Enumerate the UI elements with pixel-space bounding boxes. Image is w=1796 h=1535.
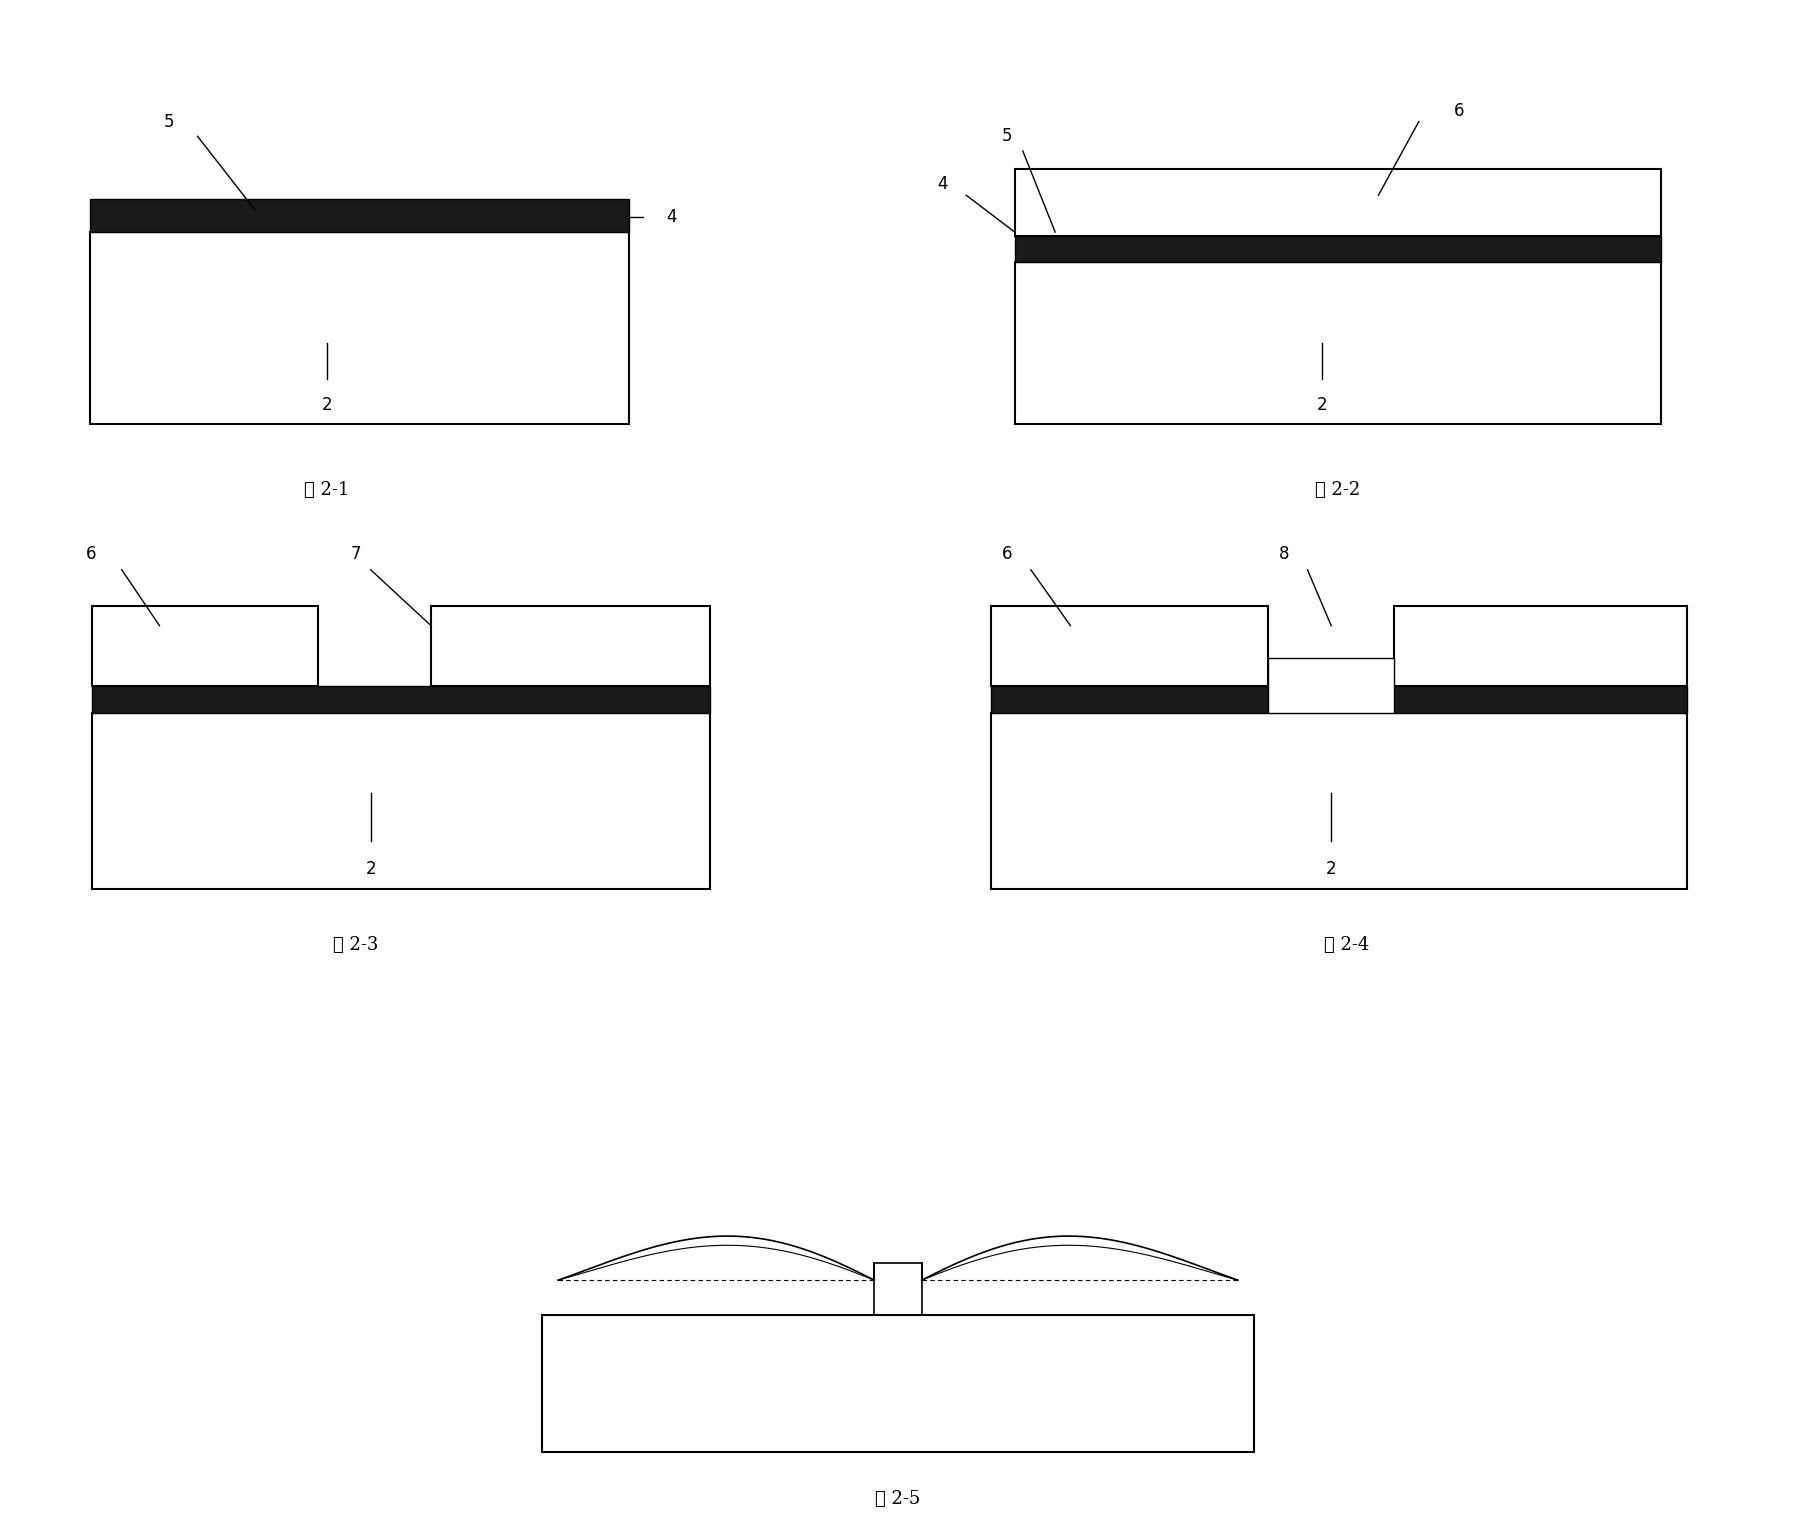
Bar	[991, 686, 1268, 714]
Text: 5: 5	[1002, 127, 1011, 146]
Text: 图 2-5: 图 2-5	[875, 1490, 921, 1509]
Text: 图 2-4: 图 2-4	[1324, 936, 1370, 953]
Bar	[991, 606, 1268, 686]
Text: 4: 4	[666, 209, 677, 226]
Text: 2: 2	[1316, 396, 1327, 414]
Text: 2: 2	[365, 860, 375, 878]
Bar	[1394, 606, 1686, 686]
Bar	[1015, 261, 1661, 424]
Bar	[92, 606, 318, 686]
Bar	[92, 714, 709, 889]
Text: 图 2-1: 图 2-1	[304, 480, 350, 499]
Bar	[1015, 169, 1661, 236]
Bar	[92, 686, 709, 714]
Text: 图 2-3: 图 2-3	[332, 936, 379, 953]
Bar	[1394, 686, 1686, 714]
Bar	[1015, 236, 1661, 261]
Bar	[991, 714, 1686, 889]
Bar	[1268, 657, 1394, 714]
Text: 8: 8	[1279, 545, 1290, 563]
Bar	[90, 232, 629, 424]
Text: 2: 2	[321, 396, 332, 414]
Text: 6: 6	[1002, 545, 1013, 563]
Text: 5: 5	[163, 112, 174, 130]
Text: 6: 6	[86, 545, 97, 563]
Text: 4: 4	[938, 175, 946, 193]
Bar	[90, 200, 629, 232]
Text: 2: 2	[1325, 860, 1336, 878]
Bar	[431, 606, 709, 686]
Bar	[542, 1314, 1254, 1452]
Text: 6: 6	[1455, 101, 1464, 120]
Text: 7: 7	[350, 545, 361, 563]
Text: 图 2-2: 图 2-2	[1315, 480, 1361, 499]
